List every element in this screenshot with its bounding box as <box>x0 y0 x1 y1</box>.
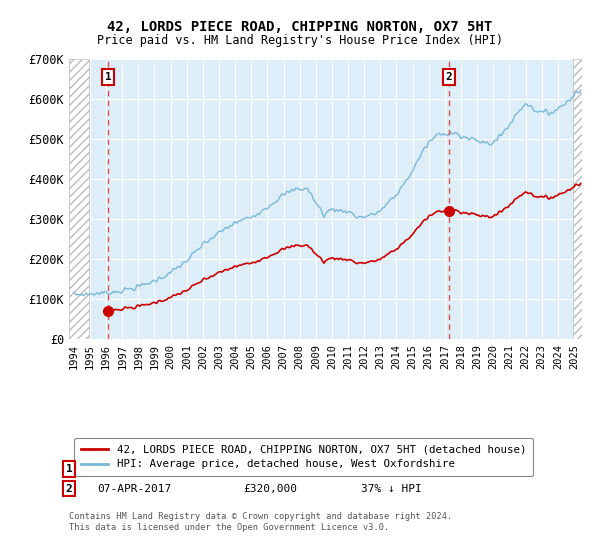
Text: 42, LORDS PIECE ROAD, CHIPPING NORTON, OX7 5HT: 42, LORDS PIECE ROAD, CHIPPING NORTON, O… <box>107 20 493 34</box>
Text: 07-APR-2017: 07-APR-2017 <box>97 484 172 493</box>
Text: Price paid vs. HM Land Registry's House Price Index (HPI): Price paid vs. HM Land Registry's House … <box>97 34 503 46</box>
Legend: 42, LORDS PIECE ROAD, CHIPPING NORTON, OX7 5HT (detached house), HPI: Average pr: 42, LORDS PIECE ROAD, CHIPPING NORTON, O… <box>74 438 533 476</box>
Text: 1: 1 <box>65 464 73 474</box>
Bar <box>572 59 582 339</box>
Text: 39% ↓ HPI: 39% ↓ HPI <box>361 464 422 474</box>
Text: 2: 2 <box>65 484 73 493</box>
Text: £320,000: £320,000 <box>244 484 298 493</box>
Text: 2: 2 <box>446 72 452 82</box>
Text: 16-FEB-1996: 16-FEB-1996 <box>97 464 172 474</box>
Text: £70,000: £70,000 <box>244 464 290 474</box>
Bar <box>69 59 89 339</box>
Text: 1: 1 <box>104 72 112 82</box>
Text: 37% ↓ HPI: 37% ↓ HPI <box>361 484 422 493</box>
Text: Contains HM Land Registry data © Crown copyright and database right 2024.
This d: Contains HM Land Registry data © Crown c… <box>69 512 452 532</box>
